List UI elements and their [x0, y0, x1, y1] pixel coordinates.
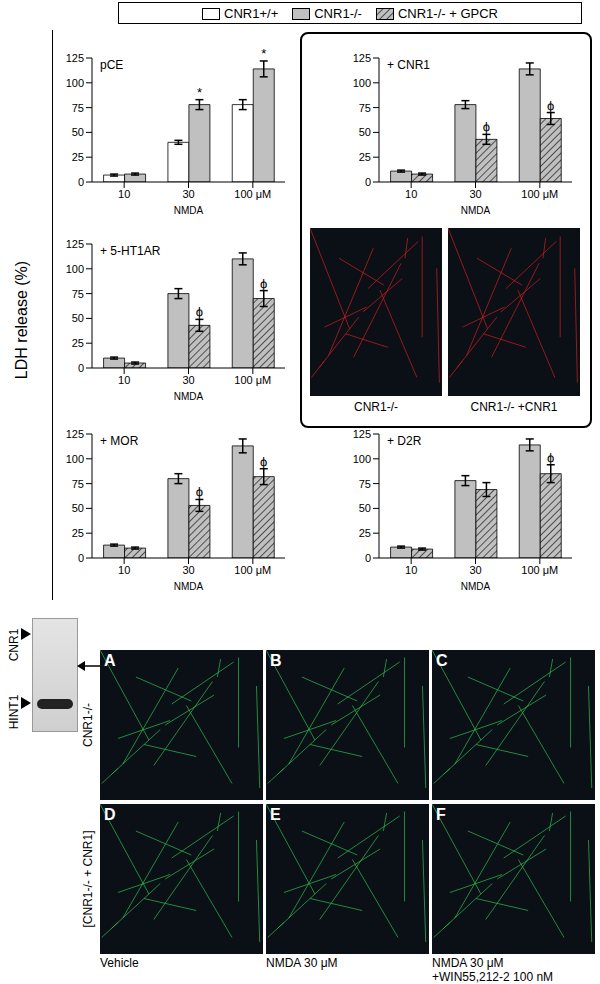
html-text:D: D	[104, 806, 116, 823]
svg-text:50: 50	[359, 502, 371, 514]
svg-text:ϕ: ϕ	[547, 450, 554, 465]
html-text:B: B	[270, 652, 282, 669]
svg-text:NMDA: NMDA	[174, 581, 204, 592]
svg-text:0: 0	[78, 552, 84, 564]
html-text:CNR1-/- + GPCR: CNR1-/- + GPCR	[397, 5, 498, 21]
svg-text:75: 75	[72, 288, 84, 300]
html-text:C: C	[436, 652, 448, 669]
svg-text:25: 25	[359, 527, 371, 539]
html-text:NMDA 30 μM: NMDA 30 μM	[432, 956, 504, 970]
svg-text:30: 30	[182, 564, 194, 576]
html-text:CNR1+/+: CNR1+/+	[224, 5, 279, 21]
html-text:+WIN55,212-2 100 nM: +WIN55,212-2 100 nM	[432, 970, 554, 984]
svg-text:10: 10	[405, 564, 417, 576]
svg-text:*: *	[197, 85, 202, 100]
svg-text:25: 25	[359, 151, 371, 163]
svg-text:75: 75	[359, 102, 371, 114]
svg-text:10: 10	[118, 564, 130, 576]
html-text:HINT1: HINT1	[7, 694, 21, 730]
html-text:CNR1-/-: CNR1-/-	[314, 5, 362, 21]
svg-text:25: 25	[72, 151, 84, 163]
svg-text:30: 30	[182, 374, 194, 386]
svg-text:0: 0	[78, 176, 84, 188]
html-text:+ D2R: + D2R	[387, 434, 422, 448]
html-text:CNR1-/-: CNR1-/-	[81, 703, 95, 747]
svg-text:125: 125	[66, 428, 84, 440]
html-text:[CNR1-/- + CNR1]: [CNR1-/- + CNR1]	[81, 830, 95, 928]
svg-text:100 μM: 100 μM	[234, 564, 271, 576]
svg-text:ϕ: ϕ	[196, 484, 203, 499]
html-text:+ MOR: + MOR	[100, 434, 139, 448]
svg-text:100 μM: 100 μM	[234, 374, 271, 386]
svg-text:100: 100	[66, 263, 84, 275]
svg-text:30: 30	[469, 564, 481, 576]
html-text:pCE: pCE	[100, 58, 124, 72]
html-text:F: F	[436, 806, 446, 823]
svg-text:100 μM: 100 μM	[234, 188, 271, 200]
svg-text:100 μM: 100 μM	[521, 564, 558, 576]
svg-text:100: 100	[66, 77, 84, 89]
svg-text:NMDA: NMDA	[461, 581, 491, 592]
html-text:CNR1: CNR1	[7, 628, 21, 662]
html-text:CNR1-/- +CNR1: CNR1-/- +CNR1	[470, 400, 558, 414]
html-text:+ CNR1: + CNR1	[387, 58, 430, 72]
svg-text:ϕ: ϕ	[260, 454, 267, 469]
svg-text:NMDA: NMDA	[174, 205, 204, 216]
svg-text:50: 50	[359, 126, 371, 138]
svg-text:10: 10	[405, 188, 417, 200]
svg-text:0: 0	[365, 176, 371, 188]
html-text:+ 5-HT1AR: + 5-HT1AR	[100, 244, 161, 258]
html-text:Vehicle: Vehicle	[100, 956, 139, 970]
html-text:E: E	[270, 806, 281, 823]
html-text:A: A	[104, 652, 116, 669]
svg-text:50: 50	[72, 312, 84, 324]
svg-text:ϕ: ϕ	[483, 119, 490, 134]
svg-text:25: 25	[72, 337, 84, 349]
svg-text:75: 75	[72, 102, 84, 114]
svg-text:100: 100	[353, 77, 371, 89]
svg-text:125: 125	[353, 52, 371, 64]
svg-text:30: 30	[182, 188, 194, 200]
svg-text:10: 10	[118, 374, 130, 386]
svg-text:ϕ: ϕ	[547, 98, 554, 113]
html-text:CNR1-/-: CNR1-/-	[354, 400, 398, 414]
svg-text:0: 0	[78, 362, 84, 374]
svg-text:ϕ: ϕ	[260, 276, 267, 291]
svg-text:125: 125	[66, 238, 84, 250]
svg-text:30: 30	[469, 188, 481, 200]
svg-text:75: 75	[72, 478, 84, 490]
svg-text:100: 100	[353, 453, 371, 465]
svg-text:75: 75	[359, 478, 371, 490]
svg-text:25: 25	[72, 527, 84, 539]
html-text:LDH release (%): LDH release (%)	[13, 260, 30, 380]
svg-text:10: 10	[118, 188, 130, 200]
svg-text:100: 100	[66, 453, 84, 465]
svg-text:*: *	[261, 46, 266, 61]
svg-text:NMDA: NMDA	[174, 391, 204, 402]
svg-text:0: 0	[365, 552, 371, 564]
svg-text:50: 50	[72, 126, 84, 138]
svg-text:50: 50	[72, 502, 84, 514]
svg-text:NMDA: NMDA	[461, 205, 491, 216]
svg-text:125: 125	[353, 428, 371, 440]
svg-text:125: 125	[66, 52, 84, 64]
svg-text:100 μM: 100 μM	[521, 188, 558, 200]
svg-text:ϕ: ϕ	[196, 304, 203, 319]
html-text:NMDA 30 μM: NMDA 30 μM	[266, 956, 338, 970]
